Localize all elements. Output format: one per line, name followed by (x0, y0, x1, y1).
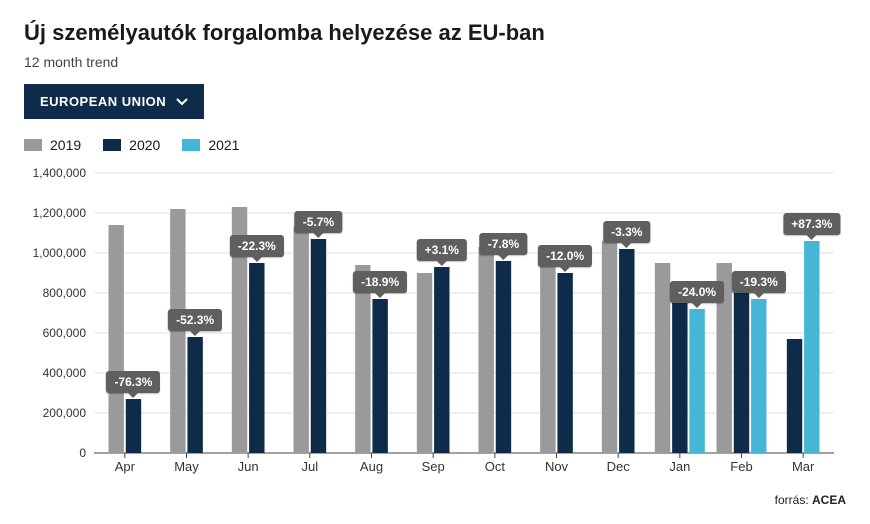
bar-2020 (734, 273, 749, 453)
bar-2019 (478, 247, 493, 453)
bar-2021 (689, 309, 704, 453)
svg-text:Jul: Jul (302, 459, 319, 474)
value-bubble: -7.8% (480, 233, 527, 255)
bar-2020 (249, 263, 264, 453)
value-bubble: -52.3% (168, 309, 222, 331)
chart-svg: 0 200,000 400,000 600,000 800,000 1,000,000 1,… (24, 163, 844, 483)
bar-2020 (434, 267, 449, 453)
svg-text:Jan: Jan (669, 459, 690, 474)
value-bubble: -22.3% (230, 235, 284, 257)
source-name: ACEA (812, 493, 846, 507)
svg-text:0: 0 (79, 446, 86, 460)
value-bubble: -24.0% (670, 281, 724, 303)
bar-2020 (619, 249, 634, 453)
svg-text:Sep: Sep (422, 459, 445, 474)
svg-text:Aug: Aug (360, 459, 383, 474)
bar-2019 (540, 249, 555, 453)
legend-swatch (24, 139, 42, 151)
bar-2020 (557, 273, 572, 453)
bar-2020 (496, 261, 511, 453)
svg-text:400,000: 400,000 (43, 366, 87, 380)
svg-text:800,000: 800,000 (43, 286, 87, 300)
svg-text:200,000: 200,000 (43, 406, 87, 420)
bar-2019 (417, 273, 432, 453)
svg-text:Nov: Nov (545, 459, 569, 474)
subtitle: 12 month trend (24, 54, 846, 70)
value-bubble: -76.3% (106, 371, 160, 393)
svg-text:Apr: Apr (115, 459, 136, 474)
value-bubble: -19.3% (732, 271, 786, 293)
bar-2019 (170, 209, 185, 453)
svg-text:600,000: 600,000 (43, 326, 87, 340)
bar-2020 (372, 299, 387, 453)
source-prefix: forrás: (775, 493, 812, 507)
dropdown-label: EUROPEAN UNION (40, 94, 166, 109)
bar-2019 (655, 263, 670, 453)
region-dropdown[interactable]: EUROPEAN UNION (24, 84, 204, 119)
value-bubble: -12.0% (538, 245, 592, 267)
chart: 0 200,000 400,000 600,000 800,000 1,000,000 1,… (24, 163, 844, 483)
svg-text:Feb: Feb (730, 459, 752, 474)
bar-2019 (355, 265, 370, 453)
bar-2020 (187, 337, 202, 453)
legend-label: 2019 (50, 137, 81, 153)
svg-text:Mar: Mar (792, 459, 815, 474)
legend: 2019 2020 2021 (24, 137, 846, 153)
chevron-down-icon (176, 98, 188, 106)
svg-text:Dec: Dec (607, 459, 631, 474)
svg-text:1,200,000: 1,200,000 (33, 206, 87, 220)
svg-text:1,400,000: 1,400,000 (33, 166, 87, 180)
value-bubble: +87.3% (783, 213, 840, 235)
value-bubble: -5.7% (295, 211, 342, 233)
bar-2019 (293, 227, 308, 453)
legend-item-2019: 2019 (24, 137, 81, 153)
bar-2020 (787, 339, 802, 453)
bar-2020 (311, 239, 326, 453)
bar-2019 (108, 225, 123, 453)
svg-text:May: May (174, 459, 199, 474)
legend-swatch (182, 139, 200, 151)
svg-text:Oct: Oct (485, 459, 506, 474)
source-attribution: forrás: ACEA (24, 493, 846, 507)
bar-2020 (126, 399, 141, 453)
svg-text:Jun: Jun (238, 459, 259, 474)
bar-2019 (602, 241, 617, 453)
legend-label: 2021 (208, 137, 239, 153)
page-title: Új személyautók forgalomba helyezése az … (24, 20, 846, 46)
svg-text:1,000,000: 1,000,000 (33, 246, 87, 260)
legend-item-2021: 2021 (182, 137, 239, 153)
bar-2020 (672, 283, 687, 453)
bar-2021 (804, 241, 819, 453)
value-bubble: +3.1% (417, 239, 467, 261)
legend-swatch (103, 139, 121, 151)
value-bubble: -18.9% (353, 271, 407, 293)
bar-2021 (751, 299, 766, 453)
value-bubble: -3.3% (603, 221, 650, 243)
legend-item-2020: 2020 (103, 137, 160, 153)
legend-label: 2020 (129, 137, 160, 153)
